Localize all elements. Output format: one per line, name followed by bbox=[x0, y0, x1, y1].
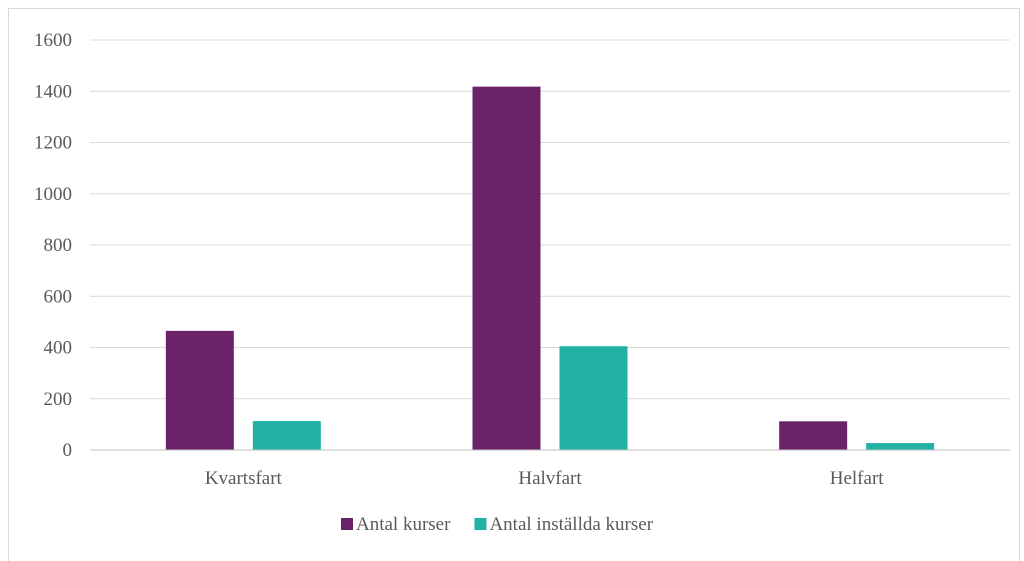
bar-antal-installda-kurser-halvfart bbox=[559, 346, 628, 450]
bar-antal-installda-kurser-helfart bbox=[866, 443, 935, 450]
y-tick-label: 600 bbox=[44, 286, 73, 307]
y-tick-label: 1000 bbox=[34, 184, 72, 205]
x-axis: Kvartsfart Halvfart Helfart bbox=[90, 449, 1010, 489]
legend-label: Antal kurser bbox=[356, 514, 451, 535]
x-category-label: Kvartsfart bbox=[205, 468, 283, 489]
legend-label: Antal inställda kurser bbox=[489, 514, 653, 535]
y-tick-label: 800 bbox=[44, 235, 73, 256]
bars bbox=[165, 86, 935, 450]
chart-frame bbox=[8, 8, 1020, 561]
y-tick-label: 1200 bbox=[34, 133, 72, 154]
y-tick-label: 400 bbox=[44, 338, 73, 359]
legend-swatch bbox=[474, 518, 487, 530]
y-axis-ticks: 0 200 400 600 800 1000 1200 1400 1600 bbox=[34, 30, 72, 461]
x-category-label: Halvfart bbox=[518, 468, 582, 489]
bar-antal-kurser-helfart bbox=[779, 421, 848, 450]
y-tick-label: 1400 bbox=[34, 81, 72, 102]
legend: Antal kurser Antal inställda kurser bbox=[341, 514, 654, 535]
y-tick-label: 200 bbox=[44, 389, 73, 410]
bar-antal-kurser-kvartsfart bbox=[165, 330, 234, 450]
x-category-label: Helfart bbox=[830, 468, 885, 489]
gridlines bbox=[90, 39, 1010, 400]
legend-swatch bbox=[341, 518, 353, 530]
y-tick-label: 0 bbox=[63, 440, 73, 461]
y-tick-label: 1600 bbox=[34, 30, 72, 51]
bar-antal-installda-kurser-kvartsfart bbox=[252, 421, 321, 450]
bar-antal-kurser-halvfart bbox=[472, 86, 541, 450]
